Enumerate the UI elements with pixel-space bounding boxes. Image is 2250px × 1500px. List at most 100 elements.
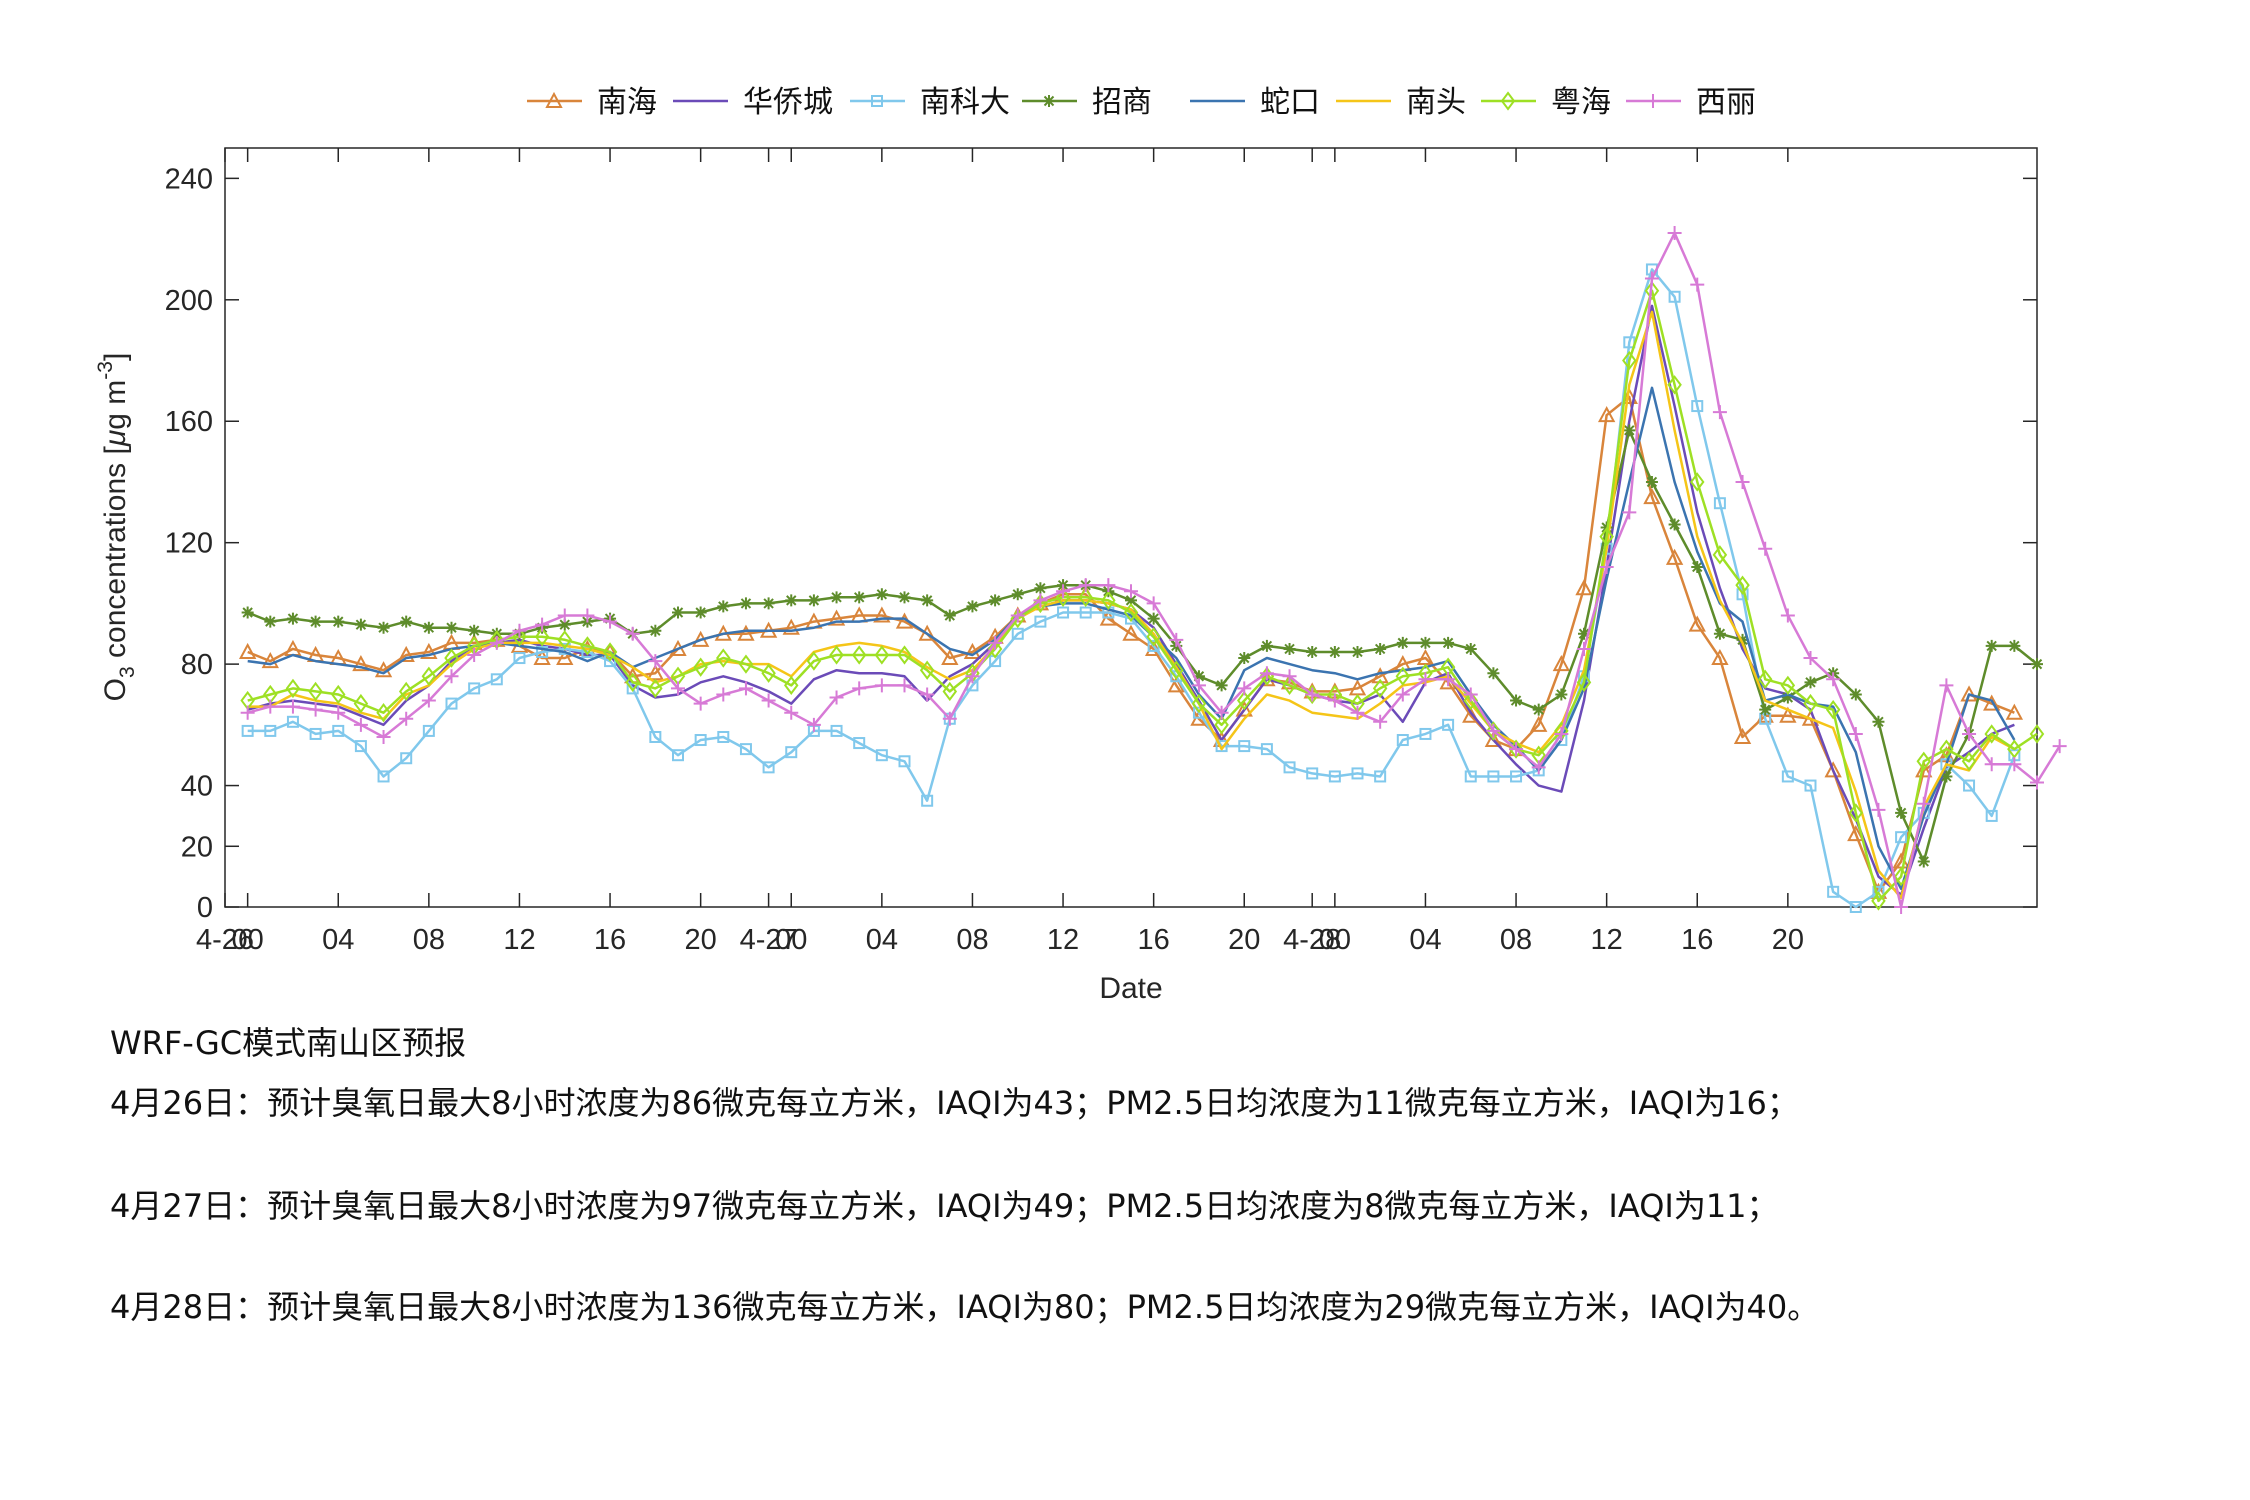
legend-marker (545, 91, 563, 108)
data-point (422, 724, 435, 737)
x-tick-label: 04 (866, 924, 898, 956)
x-tick-label: 4-27 (740, 924, 798, 956)
data-point (1735, 575, 1750, 595)
y-label-sub: 3 (116, 666, 139, 678)
data-point (376, 729, 391, 744)
data-point (1780, 675, 1796, 696)
data-point (1260, 639, 1273, 652)
data-point (353, 717, 368, 732)
data-point (421, 693, 436, 708)
y-tick-label: 120 (165, 528, 213, 560)
legend-label: 招商 (1092, 85, 1152, 120)
data-point (1510, 770, 1523, 783)
data-point (1825, 699, 1841, 720)
x-tick-label: 00 (232, 924, 264, 956)
data-point (240, 705, 255, 720)
data-point (1940, 770, 1953, 783)
legend-item: 南科大 (850, 85, 1010, 120)
data-point (1374, 770, 1387, 783)
data-point (241, 606, 254, 619)
data-point (965, 669, 980, 684)
data-point (1713, 627, 1726, 640)
data-point (898, 591, 911, 604)
data-point (1554, 726, 1569, 741)
data-point (1260, 743, 1273, 756)
data-point (1599, 559, 1614, 574)
forecast-line-apr26: 4月26日：预计臭氧日最大8小时浓度为86微克每立方米，IAQI为43；PM2.… (110, 1084, 1799, 1122)
data-point (1373, 714, 1388, 729)
data-point (873, 606, 891, 623)
data-point (1667, 226, 1682, 241)
data-point (1078, 587, 1093, 607)
y-axis-label: O3 concentrations [μg m-3] (94, 353, 139, 702)
data-point (399, 711, 414, 726)
data-point (354, 618, 367, 631)
data-point (1237, 681, 1252, 696)
data-point (693, 657, 708, 677)
data-point (286, 612, 299, 625)
data-point (1622, 505, 1637, 520)
series-line (247, 268, 2016, 909)
legend-item: 招商 (1022, 85, 1152, 120)
data-point (512, 623, 527, 638)
data-point (1463, 690, 1478, 711)
data-point (1644, 281, 1660, 301)
data-point (1101, 578, 1116, 593)
data-point (874, 645, 890, 665)
data-point (1078, 578, 1093, 593)
legend-label: 南科大 (920, 85, 1010, 120)
data-point (1827, 885, 1840, 898)
legend: 南海 华侨城 南科大 招商 蛇口 南头 粤海 西丽 (527, 85, 1756, 120)
x-tick-label: 16 (1681, 924, 1713, 956)
data-point (1079, 606, 1092, 619)
data-point (400, 752, 413, 765)
data-point (1916, 796, 1931, 811)
x-tick-label: 04 (1409, 924, 1441, 956)
data-point (2008, 639, 2021, 652)
data-point (376, 703, 391, 723)
data-point (1125, 594, 1137, 607)
data-point (806, 651, 822, 671)
data-point (2052, 739, 2067, 754)
data-point (625, 672, 640, 693)
data-point (1237, 690, 1252, 711)
series-5 (247, 386, 2016, 891)
data-point (1191, 693, 1207, 714)
data-point (806, 717, 821, 732)
data-point (919, 660, 935, 680)
data-point (332, 724, 345, 737)
x-tick-label: 12 (1591, 924, 1623, 956)
data-point (1871, 802, 1886, 817)
legend-marker (1043, 95, 1055, 107)
data-point (1667, 375, 1682, 395)
data-point (1894, 900, 1909, 914)
data-point (942, 681, 958, 702)
data-point (1215, 679, 1228, 692)
forecast-line-apr27: 4月27日：预计臭氧日最大8小时浓度为97微克每立方米，IAQI为49；PM2.… (110, 1187, 1779, 1225)
data-point (829, 645, 844, 665)
data-point (1804, 779, 1817, 792)
data-point (2007, 739, 2022, 759)
data-point (1983, 694, 2001, 711)
data-point (761, 693, 776, 708)
data-point (941, 648, 959, 666)
data-point (331, 705, 346, 720)
data-point (1396, 734, 1409, 747)
data-point (1192, 670, 1205, 683)
legend-marker (871, 95, 883, 107)
data-point (875, 588, 888, 601)
data-point (1759, 703, 1772, 716)
plot-area (224, 147, 2038, 908)
data-point (1848, 803, 1864, 823)
data-point (987, 639, 1003, 659)
data-point (988, 635, 1003, 650)
data-point (830, 591, 843, 604)
y-label-unit: g m (99, 380, 132, 430)
data-point (762, 597, 775, 610)
data-point (467, 648, 482, 663)
data-point (1486, 721, 1501, 741)
data-point (1259, 666, 1274, 681)
data-point (1510, 694, 1523, 707)
data-point (398, 681, 414, 702)
data-point (241, 724, 254, 737)
